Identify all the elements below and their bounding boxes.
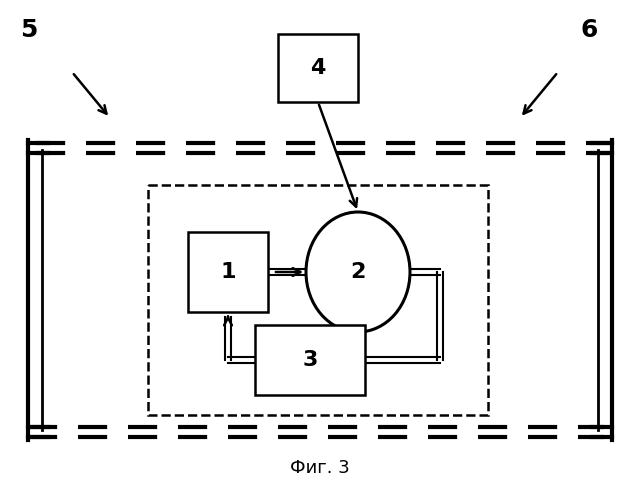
Bar [188, 232, 268, 312]
Bar [148, 185, 488, 415]
Text: 1: 1 [220, 262, 236, 282]
Text: Фиг. 3: Фиг. 3 [290, 459, 350, 477]
Text: 4: 4 [310, 58, 326, 78]
Ellipse shape [306, 212, 410, 332]
Text: 3: 3 [302, 350, 317, 370]
Bar [278, 34, 358, 102]
Text: 2: 2 [350, 262, 365, 282]
Text: 5: 5 [20, 18, 37, 42]
Bar [255, 325, 365, 395]
Text: 6: 6 [580, 18, 597, 42]
